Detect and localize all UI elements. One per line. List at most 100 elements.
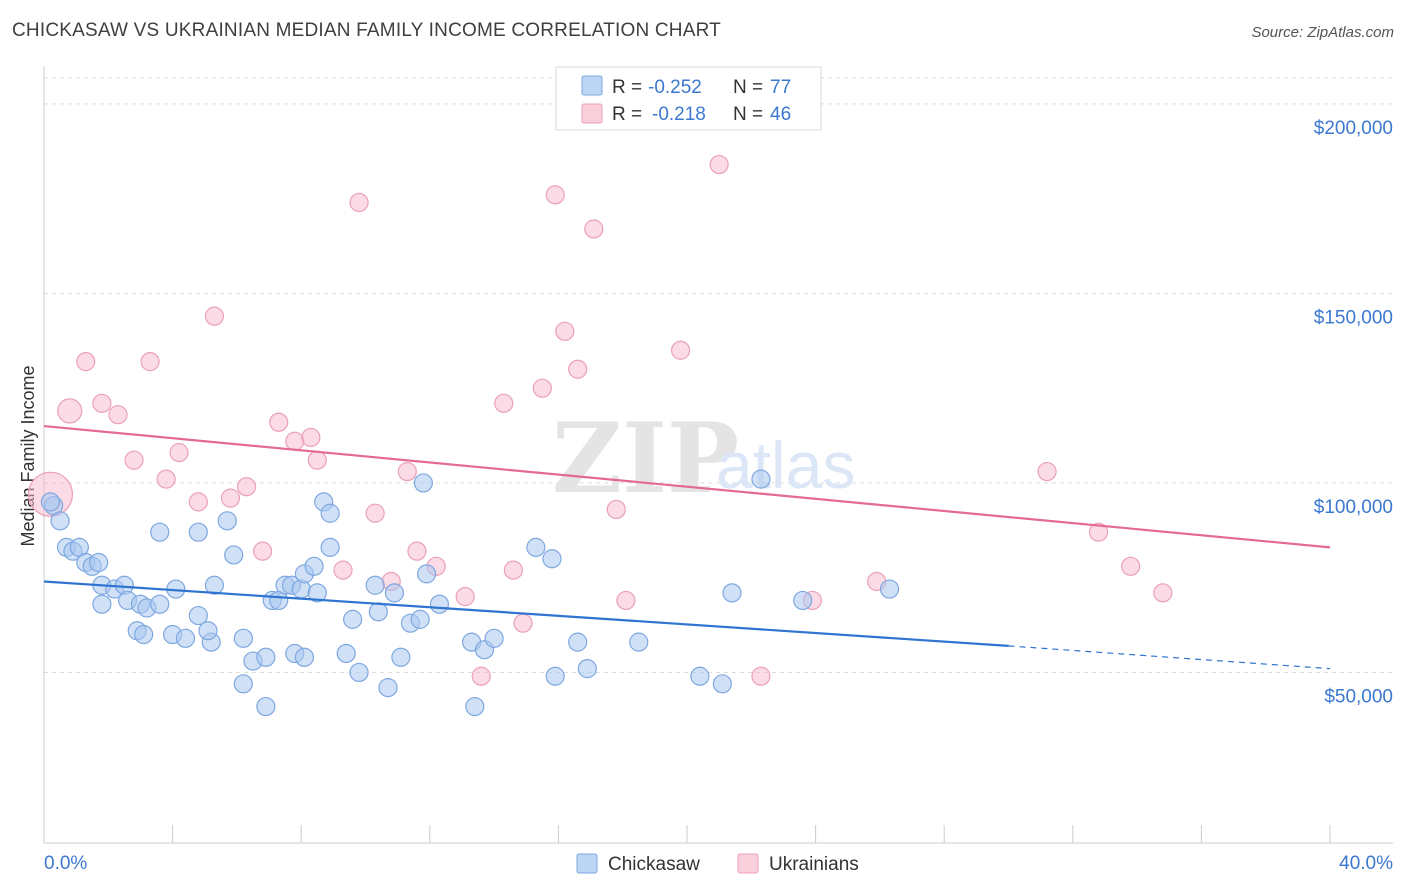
chickasaw-r-value: -0.252 [648, 77, 702, 98]
ukrainians-swatch [581, 103, 603, 124]
ukrainians-point [709, 154, 729, 175]
chickasaw-point [526, 537, 546, 557]
chickasaw-point [134, 624, 154, 645]
chickasaw-point [217, 511, 237, 531]
ukrainians-point [57, 398, 83, 424]
ukrainians-point [204, 306, 224, 326]
chickasaw-point [50, 511, 70, 531]
ukrainians-point [301, 427, 321, 448]
trend-lines [43, 424, 1331, 670]
chickasaw-trend-extension [1008, 645, 1331, 670]
chickasaw-point [304, 556, 324, 576]
ukrainians-point [513, 613, 533, 633]
y-tick-label: $200,000 [1314, 118, 1393, 139]
ukrainians-point [253, 541, 273, 561]
chickasaw-point [307, 583, 327, 603]
ukrainians-points [27, 154, 1173, 686]
ukrainians-point [169, 443, 189, 463]
ukrainians-point [220, 488, 241, 508]
y-axis-label: Median Family Income [18, 365, 38, 546]
ukrainians-point [455, 587, 475, 607]
chickasaw-point [722, 583, 742, 603]
ukrainians-point [1121, 556, 1141, 576]
ukrainians-point [494, 393, 514, 413]
ukrainians-r-label: R = [612, 104, 642, 125]
chickasaw-point [465, 696, 485, 717]
chickasaw-point [320, 503, 340, 523]
chickasaw-point [92, 594, 112, 614]
ukrainians-point [545, 185, 565, 205]
stats-legend: R = -0.252 N = 77 R = -0.218 N = 46 [555, 66, 822, 131]
ukrainians-point [606, 499, 626, 520]
ukrainians-point [307, 450, 327, 470]
chickasaw-trend-line [43, 580, 1009, 648]
chickasaw-point [368, 602, 388, 622]
chickasaw-point [188, 605, 208, 626]
axes [43, 66, 1393, 844]
ukrainians-point [471, 666, 491, 686]
ukrainians-point [503, 560, 523, 580]
chickasaw-point [429, 594, 450, 614]
ukrainians-point [124, 450, 144, 470]
ukrainians-point [751, 666, 771, 686]
ukrainians-point [285, 431, 305, 451]
y-tick-label: $150,000 [1314, 307, 1393, 328]
chickasaw-point [793, 590, 813, 611]
ukrainians-point [188, 492, 208, 512]
chickasaw-r-label: R = [612, 77, 642, 98]
chickasaw-point [349, 662, 369, 683]
chickasaw-point [410, 609, 430, 629]
ukrainians-point [140, 352, 160, 372]
chickasaw-point [879, 579, 900, 599]
chickasaw-point [577, 659, 597, 679]
chickasaw-point [40, 492, 61, 512]
series-legend: Chickasaw Ukrainians [576, 853, 859, 875]
chickasaw-point [150, 522, 170, 542]
ukrainians-point [1037, 461, 1057, 482]
chickasaw-point [690, 666, 710, 686]
chickasaw-point [413, 473, 433, 493]
chickasaw-point [233, 628, 253, 648]
chickasaw-point [545, 666, 565, 686]
chickasaw-point [233, 674, 253, 694]
chickasaw-point [188, 522, 208, 542]
ukrainians-point [76, 352, 96, 372]
chickasaw-point [343, 609, 363, 629]
chickasaw-point [198, 621, 218, 641]
chickasaw-point [484, 628, 504, 648]
chickasaw-point [204, 575, 224, 595]
y-tick-label: $50,000 [1324, 686, 1393, 707]
ukrainians-point [269, 412, 289, 432]
ukrainians-point [555, 321, 575, 341]
chickasaw-point [256, 696, 276, 717]
legend-chickasaw-label: Chickasaw [608, 854, 700, 875]
chart-title: CHICKASAW VS UKRAINIAN MEDIAN FAMILY INC… [12, 20, 721, 41]
chickasaw-point [256, 647, 276, 667]
ukrainians-point [397, 461, 417, 482]
ukrainians-point [108, 405, 128, 425]
ukrainians-point [236, 477, 257, 497]
chickasaw-n-label: N = [733, 77, 763, 98]
ukrainians-point [92, 393, 112, 413]
legend-ukrainians-label: Ukrainians [769, 854, 859, 875]
ukrainians-point [349, 192, 369, 213]
chickasaw-point [629, 632, 649, 652]
y-tick-labels: $50,000 $100,000 $150,000 $200,000 [1314, 118, 1393, 708]
ukrainians-r-value: -0.218 [652, 104, 706, 125]
chickasaw-point [365, 575, 385, 595]
chickasaw-n-value: 77 [770, 77, 791, 98]
chickasaw-point [542, 549, 562, 569]
ukrainians-point [532, 378, 552, 398]
watermark: ZIP atlas [552, 402, 855, 515]
chickasaw-point [751, 469, 771, 489]
ukrainians-trend-line [43, 424, 1331, 549]
chickasaw-point [150, 594, 170, 614]
chickasaw-point [336, 643, 356, 664]
chickasaw-point [378, 677, 398, 698]
ukrainians-point [584, 219, 604, 239]
ukrainians-point [670, 340, 691, 360]
ukrainians-point [1153, 583, 1173, 603]
watermark-atlas: atlas [716, 428, 855, 502]
ukrainians-n-label: N = [733, 104, 763, 125]
